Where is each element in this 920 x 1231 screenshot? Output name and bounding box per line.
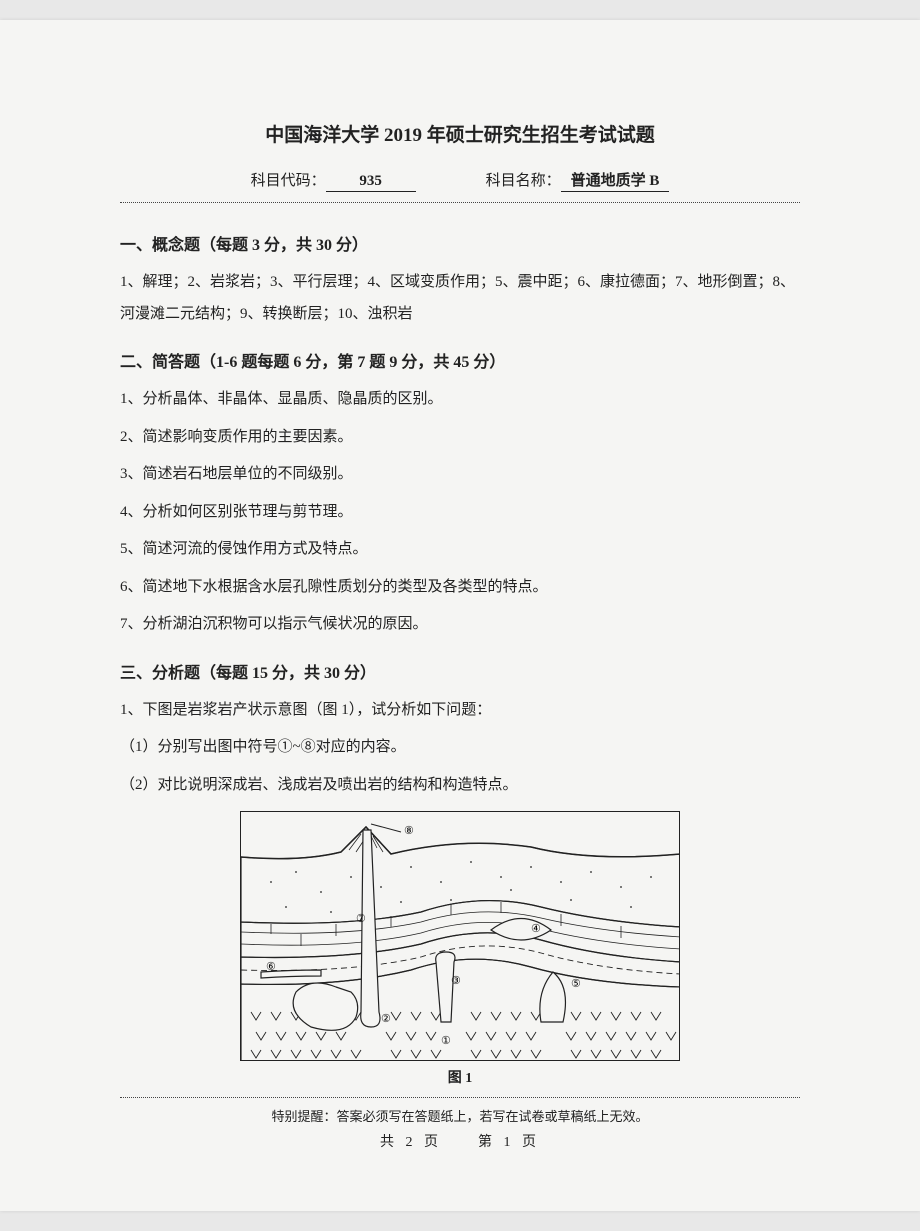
section3-intro: 1、下图是岩浆岩产状示意图（图 1），试分析如下问题： — [120, 695, 800, 727]
code-label: 科目代码： — [251, 169, 326, 190]
figure-caption: 图 1 — [448, 1067, 473, 1087]
footer-note: 特别提醒：答案必须写在答题纸上，若写在试卷或草稿纸上无效。 — [120, 1106, 800, 1125]
page-title: 中国海洋大学 2019 年硕士研究生招生考试试题 — [120, 120, 800, 147]
section3-sub1: （1）分别写出图中符号①~⑧对应的内容。 — [120, 732, 800, 764]
fig-label-6: ⑥ — [266, 961, 276, 973]
subject-code: 科目代码： 935 — [251, 169, 416, 192]
name-value: 普通地质学 B — [561, 169, 670, 192]
code-value: 935 — [326, 173, 416, 192]
section2-item-7: 7、分析湖泊沉积物可以指示气候状况的原因。 — [120, 609, 800, 641]
subject-name: 科目名称： 普通地质学 B — [486, 169, 670, 192]
meta-row: 科目代码： 935 科目名称： 普通地质学 B — [120, 169, 800, 192]
section2-item-1: 1、分析晶体、非晶体、显晶质、隐晶质的区别。 — [120, 384, 800, 416]
fig-label-8: ⑧ — [404, 825, 414, 837]
fig-label-4: ④ — [531, 923, 541, 935]
section2-item-3: 3、简述岩石地层单位的不同级别。 — [120, 459, 800, 491]
section3-heading: 三、分析题（每题 15 分，共 30 分） — [120, 659, 800, 683]
section2-heading: 二、简答题（1-6 题每题 6 分，第 7 题 9 分，共 45 分） — [120, 348, 800, 372]
section2-item-5: 5、简述河流的侵蚀作用方式及特点。 — [120, 534, 800, 566]
figure-wrap: ⑧ — [120, 811, 800, 1087]
figure-box: ⑧ — [240, 811, 680, 1061]
header-rule — [120, 202, 800, 203]
fig-label-5: ⑤ — [571, 978, 581, 990]
fig-label-7: ⑦ — [356, 913, 366, 925]
section3-sub2: （2）对比说明深成岩、浅成岩及喷出岩的结构和构造特点。 — [120, 770, 800, 802]
fig-label-3: ③ — [451, 975, 461, 987]
section1-heading: 一、概念题（每题 3 分，共 30 分） — [120, 231, 800, 255]
footer-rule — [120, 1097, 800, 1098]
section1-body: 1、解理；2、岩浆岩；3、平行层理；4、区域变质作用；5、震中距；6、康拉德面；… — [120, 267, 800, 330]
fig-label-1: ① — [441, 1035, 451, 1047]
geology-diagram-icon: ⑧ — [241, 812, 680, 1061]
page-number: 共 2 页 第 1 页 — [120, 1131, 800, 1151]
name-label: 科目名称： — [486, 169, 561, 190]
section2-item-2: 2、简述影响变质作用的主要因素。 — [120, 422, 800, 454]
fig-label-2: ② — [381, 1013, 391, 1025]
exam-page: 中国海洋大学 2019 年硕士研究生招生考试试题 科目代码： 935 科目名称：… — [0, 20, 920, 1211]
section2-item-4: 4、分析如何区别张节理与剪节理。 — [120, 497, 800, 529]
section2-item-6: 6、简述地下水根据含水层孔隙性质划分的类型及各类型的特点。 — [120, 572, 800, 604]
